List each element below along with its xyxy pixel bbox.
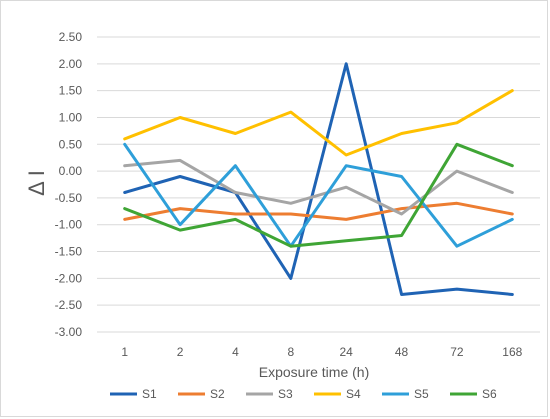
y-tick-label: -2.50 (55, 298, 83, 312)
y-tick-label: 1.00 (59, 110, 83, 124)
y-tick-label: 0.50 (59, 137, 83, 151)
y-axis-label: Δ I (24, 170, 49, 196)
gridlines (97, 36, 540, 333)
x-axis-label: Exposure time (h) (259, 364, 369, 380)
series-line-s1 (123, 62, 514, 296)
y-tick-label: 1.50 (59, 84, 83, 98)
x-tick-label: 8 (287, 345, 294, 359)
x-tick-label: 48 (395, 345, 409, 359)
series-line-s4 (123, 89, 514, 157)
x-tick-label: 168 (502, 345, 522, 359)
y-tick-label: -1.00 (55, 218, 83, 232)
series-lines (123, 62, 514, 296)
y-tick-label: -0.50 (55, 191, 83, 205)
y-tick-label: -2.00 (55, 271, 83, 285)
x-tick-label: 2 (177, 345, 184, 359)
legend-label-s3: S3 (278, 387, 293, 401)
legend-label-s6: S6 (482, 387, 497, 401)
legend: S1 S2 S3 S4 S5 S6 (110, 387, 497, 401)
x-tick-label: 4 (232, 345, 239, 359)
series-line-s3 (123, 158, 514, 216)
legend-label-s4: S4 (346, 387, 361, 401)
series-line-s2 (123, 201, 514, 221)
x-tick-label: 72 (450, 345, 464, 359)
y-axis-ticks: -3.00 -2.50 -2.00 -1.50 -1.00 -0.50 0.00 0.50 1.… (55, 30, 83, 339)
series-line-s5 (123, 142, 514, 248)
y-tick-label: 2.00 (59, 57, 83, 71)
y-tick-label: -3.00 (55, 325, 83, 339)
y-tick-label: -1.50 (55, 245, 83, 259)
x-axis-ticks: 1 2 4 8 24 48 72 168 (121, 345, 522, 359)
y-tick-label: 2.50 (59, 30, 83, 44)
series-line-s6 (123, 142, 514, 248)
x-tick-label: 24 (340, 345, 354, 359)
x-tick-label: 1 (121, 345, 128, 359)
legend-label-s5: S5 (414, 387, 429, 401)
y-tick-label: 0.00 (59, 164, 83, 178)
legend-label-s2: S2 (210, 387, 225, 401)
legend-label-s1: S1 (142, 387, 157, 401)
